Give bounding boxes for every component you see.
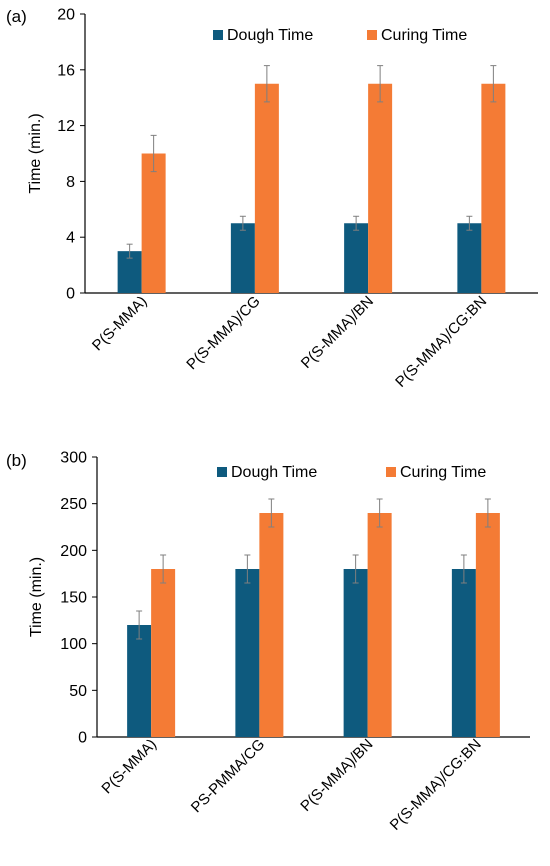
panel-label: (b)	[6, 451, 27, 470]
y-tick-label: 300	[60, 450, 87, 467]
dough-time-bar	[344, 223, 369, 293]
y-tick-label: 200	[60, 543, 87, 560]
x-tick-label: P(S-MMA)/CG	[183, 293, 263, 373]
x-tick-label: P(S-MMA)	[98, 736, 160, 798]
error-bar	[376, 498, 383, 528]
x-tick-label: P(S-MMA)/BN	[298, 293, 377, 372]
legend-swatch	[386, 467, 396, 477]
x-tick-label: P(S-MMA)/BN	[297, 736, 376, 815]
curing-time-bar	[254, 83, 279, 293]
error-bar	[268, 498, 275, 528]
error-bar	[126, 243, 133, 259]
error-bar	[239, 215, 246, 231]
dough-time-bar	[343, 569, 368, 737]
y-tick-label: 100	[60, 636, 87, 653]
dough-time-bar	[457, 223, 482, 293]
dough-time-bar	[127, 625, 152, 737]
curing-time-bar	[368, 83, 393, 293]
legend-label: Dough Time	[231, 464, 317, 481]
y-tick-label: 50	[69, 683, 87, 700]
legend-swatch	[213, 30, 223, 40]
y-tick-label: 4	[66, 230, 75, 247]
curing-time-bar	[259, 513, 284, 737]
x-tick-label: P(S-MMA)/CG:BN	[387, 736, 485, 834]
chart-b: (b) 0 50 100 150 200 250 300 Time (min.) P(S-MMA)…	[6, 450, 530, 834]
error-bar	[244, 554, 251, 584]
legend-label: Dough Time	[227, 27, 313, 44]
error-bar	[484, 498, 491, 528]
dough-time-bar	[235, 569, 260, 737]
y-tick-label: 20	[57, 7, 75, 24]
legend-swatch	[217, 467, 227, 477]
chart-a: (a) 0 4 8 12 16 20 Time (min.) P(S-MMA) P(S-MMA)/…	[6, 7, 538, 391]
x-tick-label: P(S-MMA)	[89, 293, 151, 355]
legend-label: Curing Time	[400, 464, 486, 481]
error-bar	[377, 65, 384, 103]
error-bar	[466, 215, 473, 231]
y-axis-title: Time (min.)	[28, 557, 45, 637]
y-tick-label: 0	[66, 286, 75, 303]
curing-time-bar	[481, 83, 506, 293]
curing-time-bar	[367, 513, 392, 737]
y-axis-title: Time (min.)	[27, 113, 44, 193]
y-tick-label: 0	[78, 730, 87, 747]
error-bar	[136, 610, 143, 640]
dough-time-bar	[230, 223, 255, 293]
error-bar	[352, 554, 359, 584]
error-bar	[160, 554, 167, 584]
curing-time-bar	[475, 513, 500, 737]
error-bar	[263, 65, 270, 103]
error-bar	[150, 134, 157, 173]
legend-label: Curing Time	[381, 27, 467, 44]
x-tick-label: PS-PMMA/CG	[188, 736, 268, 816]
y-tick-label: 150	[60, 590, 87, 607]
y-tick-label: 8	[66, 174, 75, 191]
x-tick-label: P(S-MMA)/CG:BN	[392, 293, 490, 391]
dough-time-bar	[451, 569, 476, 737]
error-bar	[353, 215, 360, 231]
error-bar	[460, 554, 467, 584]
curing-time-bar	[141, 153, 166, 293]
y-tick-label: 250	[60, 496, 87, 513]
panel-label: (a)	[6, 7, 27, 26]
y-tick-label: 16	[57, 62, 75, 79]
legend-swatch	[367, 30, 377, 40]
y-tick-label: 12	[57, 118, 75, 135]
error-bar	[490, 65, 497, 103]
curing-time-bar	[151, 569, 176, 737]
